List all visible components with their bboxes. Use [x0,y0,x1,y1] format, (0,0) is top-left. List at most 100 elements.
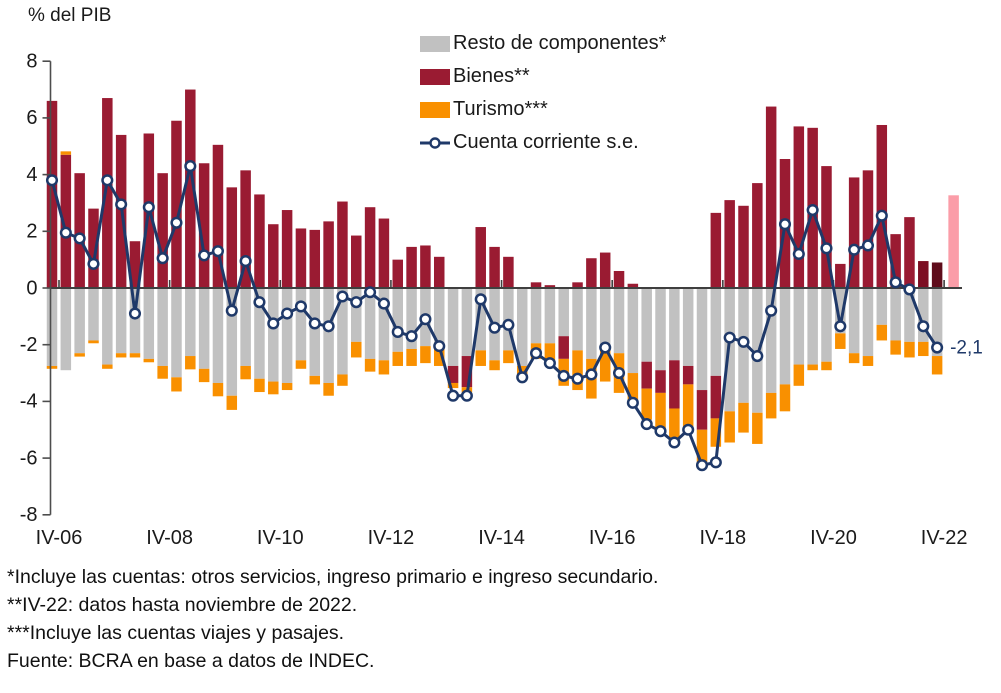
bar-segment-turismo [364,358,376,372]
bar-segment-turismo [696,429,708,467]
x-axis-label: IV-20 [810,527,857,549]
bar-segment-turismo [74,353,85,357]
bar-segment-bienes [74,173,85,288]
line-marker [128,307,142,320]
y-axis-label: 8 [26,50,37,72]
line-marker [281,307,294,320]
legend-item-cuenta-corriente: Cuenta corriente s.e. [420,126,666,159]
bar-segment-bienes [530,282,542,288]
legend-label: Cuenta corriente s.e. [453,131,639,153]
bar-segment-turismo [351,341,362,358]
bienes-swatch-icon [420,68,450,85]
bar-segment-resto [240,288,251,366]
line-marker [875,209,888,222]
bar-segment-resto [807,288,818,365]
bar-segment-turismo [226,395,238,410]
bar-segment-turismo [392,351,403,366]
footnote-line: **IV-22: datos hasta noviembre de 2022. [7,594,358,616]
bar-segment-turismo [862,356,874,366]
bar-segment-turismo [46,365,58,369]
line-marker [419,313,432,326]
footnote-line: Fuente: BCRA en base a datos de INDEC. [7,650,375,672]
bar-segment-bienes [254,194,265,288]
bar-segment-bienes [641,361,652,389]
line-marker [267,317,280,330]
line-marker [502,318,515,331]
bar-segment-resto [572,288,583,351]
y-axis-label: 2 [26,221,37,243]
bar-segment-turismo [655,392,666,432]
line-marker [87,257,100,270]
bar-segment-resto [392,288,403,352]
line-marker [778,218,792,231]
bar-segment-bienes [295,228,307,288]
bar-segment-resto [351,288,362,342]
bar-segment-bienes [558,336,569,359]
bar-segment-turismo [240,365,251,380]
bar-segment-resto [143,288,155,359]
line-marker [405,330,418,343]
line-marker [903,283,916,296]
bar-segment-bienes [102,98,113,289]
bar-segment-turismo [268,381,279,395]
bar-segment-bienes [323,221,334,288]
bar-segment-turismo [904,341,915,358]
bar-segment-bienes [212,144,224,288]
bar-segment-resto [835,288,846,334]
bar-segment-turismo [918,341,929,357]
bar-segment-turismo [212,382,224,397]
bar-segment-resto [516,288,528,366]
bar-segment-resto [212,288,224,383]
line-marker [170,216,183,229]
bar-segment-bienes [364,207,376,288]
bar-segment-turismo [641,388,652,420]
bar-segment-bienes [710,212,722,288]
bar-segment-resto [129,288,141,354]
bar-segment-turismo [489,360,500,371]
legend-label: Turismo*** [453,98,548,120]
bar-segment-resto [931,288,943,357]
line-marker [101,174,114,187]
bar-segment-bienes [171,120,182,288]
bar-segment-bienes [848,177,860,288]
line-marker [308,317,321,330]
line-marker [931,341,944,354]
bar-segment-bienes [669,360,680,409]
bar-segment-bienes [129,241,141,288]
x-axis-label: IV-16 [589,527,636,549]
bar-segment-bienes [931,262,943,288]
bar-segment-bienes [572,282,583,288]
bar-segment-turismo [378,360,390,375]
turismo-swatch-icon [420,101,450,118]
legend-label: Bienes** [453,65,530,87]
x-axis-label: IV-12 [368,527,415,549]
bar-segment-bienes [185,89,196,288]
line-marker [294,300,307,313]
chart-title: % del PIB [28,5,112,26]
line-marker [45,174,59,187]
bar-segment-turismo [143,358,155,363]
bar-segment-resto [475,288,486,351]
bar-segment-bienes [904,217,915,288]
bar-segment-turismo [281,382,293,391]
line-marker [640,418,653,431]
bar-segment-turismo [433,348,445,366]
bar-segment-turismo [115,353,127,358]
bar-segment-turismo [765,392,777,419]
line-marker [557,369,570,382]
x-axis-label: IV-08 [146,527,193,549]
bar-segment-turismo [890,340,901,355]
bar-segment-turismo [752,412,763,444]
line-marker [626,396,639,409]
bar-segment-resto [433,288,445,349]
bar-segment-resto [918,288,929,342]
bar-segment-resto [323,288,334,383]
bar-segment-bienes [503,256,514,288]
line-marker [806,203,819,217]
bar-segment-resto [74,288,85,354]
bar-segment-bienes [544,285,556,288]
bar-segment-turismo [710,418,722,447]
bar-segment-bienes [752,183,763,288]
bar-segment-bienes [890,234,901,288]
bar-segment-resto [115,288,127,354]
